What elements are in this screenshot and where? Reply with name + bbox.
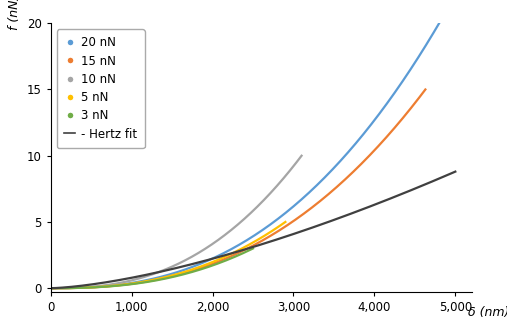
20 nN <box>436 21 442 25</box>
3 nN <box>157 278 163 282</box>
15 nN <box>355 165 361 169</box>
15 nN <box>271 232 277 236</box>
15 nN <box>413 99 419 103</box>
- Hertz fit <box>267 240 273 244</box>
15 nN <box>250 243 257 247</box>
5 nN <box>159 276 165 280</box>
3 nN <box>213 262 220 266</box>
10 nN <box>167 266 173 270</box>
10 nN <box>293 162 299 166</box>
3 nN <box>144 280 150 284</box>
- Hertz fit <box>452 170 458 174</box>
Legend: 20 nN, 15 nN, 10 nN, 5 nN, 3 nN, - Hertz fit: 20 nN, 15 nN, 10 nN, 5 nN, 3 nN, - Hertz… <box>57 29 144 148</box>
Line: 20 nN: 20 nN <box>51 23 439 288</box>
5 nN <box>240 246 246 250</box>
15 nN <box>422 88 428 92</box>
20 nN <box>48 286 54 290</box>
15 nN <box>226 255 232 259</box>
Line: 5 nN: 5 nN <box>51 222 285 288</box>
10 nN <box>254 206 260 209</box>
- Hertz fit <box>242 247 248 251</box>
- Hertz fit <box>48 286 54 290</box>
20 nN <box>366 125 372 129</box>
5 nN <box>161 276 167 280</box>
5 nN <box>188 268 194 272</box>
10 nN <box>184 258 190 262</box>
20 nN <box>258 229 264 233</box>
5 nN <box>277 224 283 228</box>
5 nN <box>48 286 54 290</box>
20 nN <box>234 244 240 248</box>
Y-axis label: f (nN): f (nN) <box>8 0 21 30</box>
X-axis label: δ (nm): δ (nm) <box>467 305 507 319</box>
20 nN <box>427 37 433 41</box>
- Hertz fit <box>443 174 449 178</box>
5 nN <box>174 272 180 276</box>
- Hertz fit <box>379 200 385 204</box>
Line: 15 nN: 15 nN <box>51 90 425 288</box>
Line: 10 nN: 10 nN <box>51 156 302 288</box>
3 nN <box>245 249 251 253</box>
10 nN <box>299 154 305 158</box>
3 nN <box>145 280 151 284</box>
3 nN <box>250 246 256 250</box>
20 nN <box>279 214 285 218</box>
15 nN <box>48 286 54 290</box>
Line: 3 nN: 3 nN <box>51 248 253 288</box>
10 nN <box>48 286 54 290</box>
15 nN <box>228 254 234 258</box>
- Hertz fit <box>288 233 295 237</box>
- Hertz fit <box>240 248 246 252</box>
20 nN <box>232 245 238 249</box>
3 nN <box>48 286 54 290</box>
10 nN <box>197 250 203 254</box>
3 nN <box>168 275 174 279</box>
10 nN <box>168 265 174 269</box>
5 nN <box>282 220 288 224</box>
Line: - Hertz fit: - Hertz fit <box>51 172 455 288</box>
